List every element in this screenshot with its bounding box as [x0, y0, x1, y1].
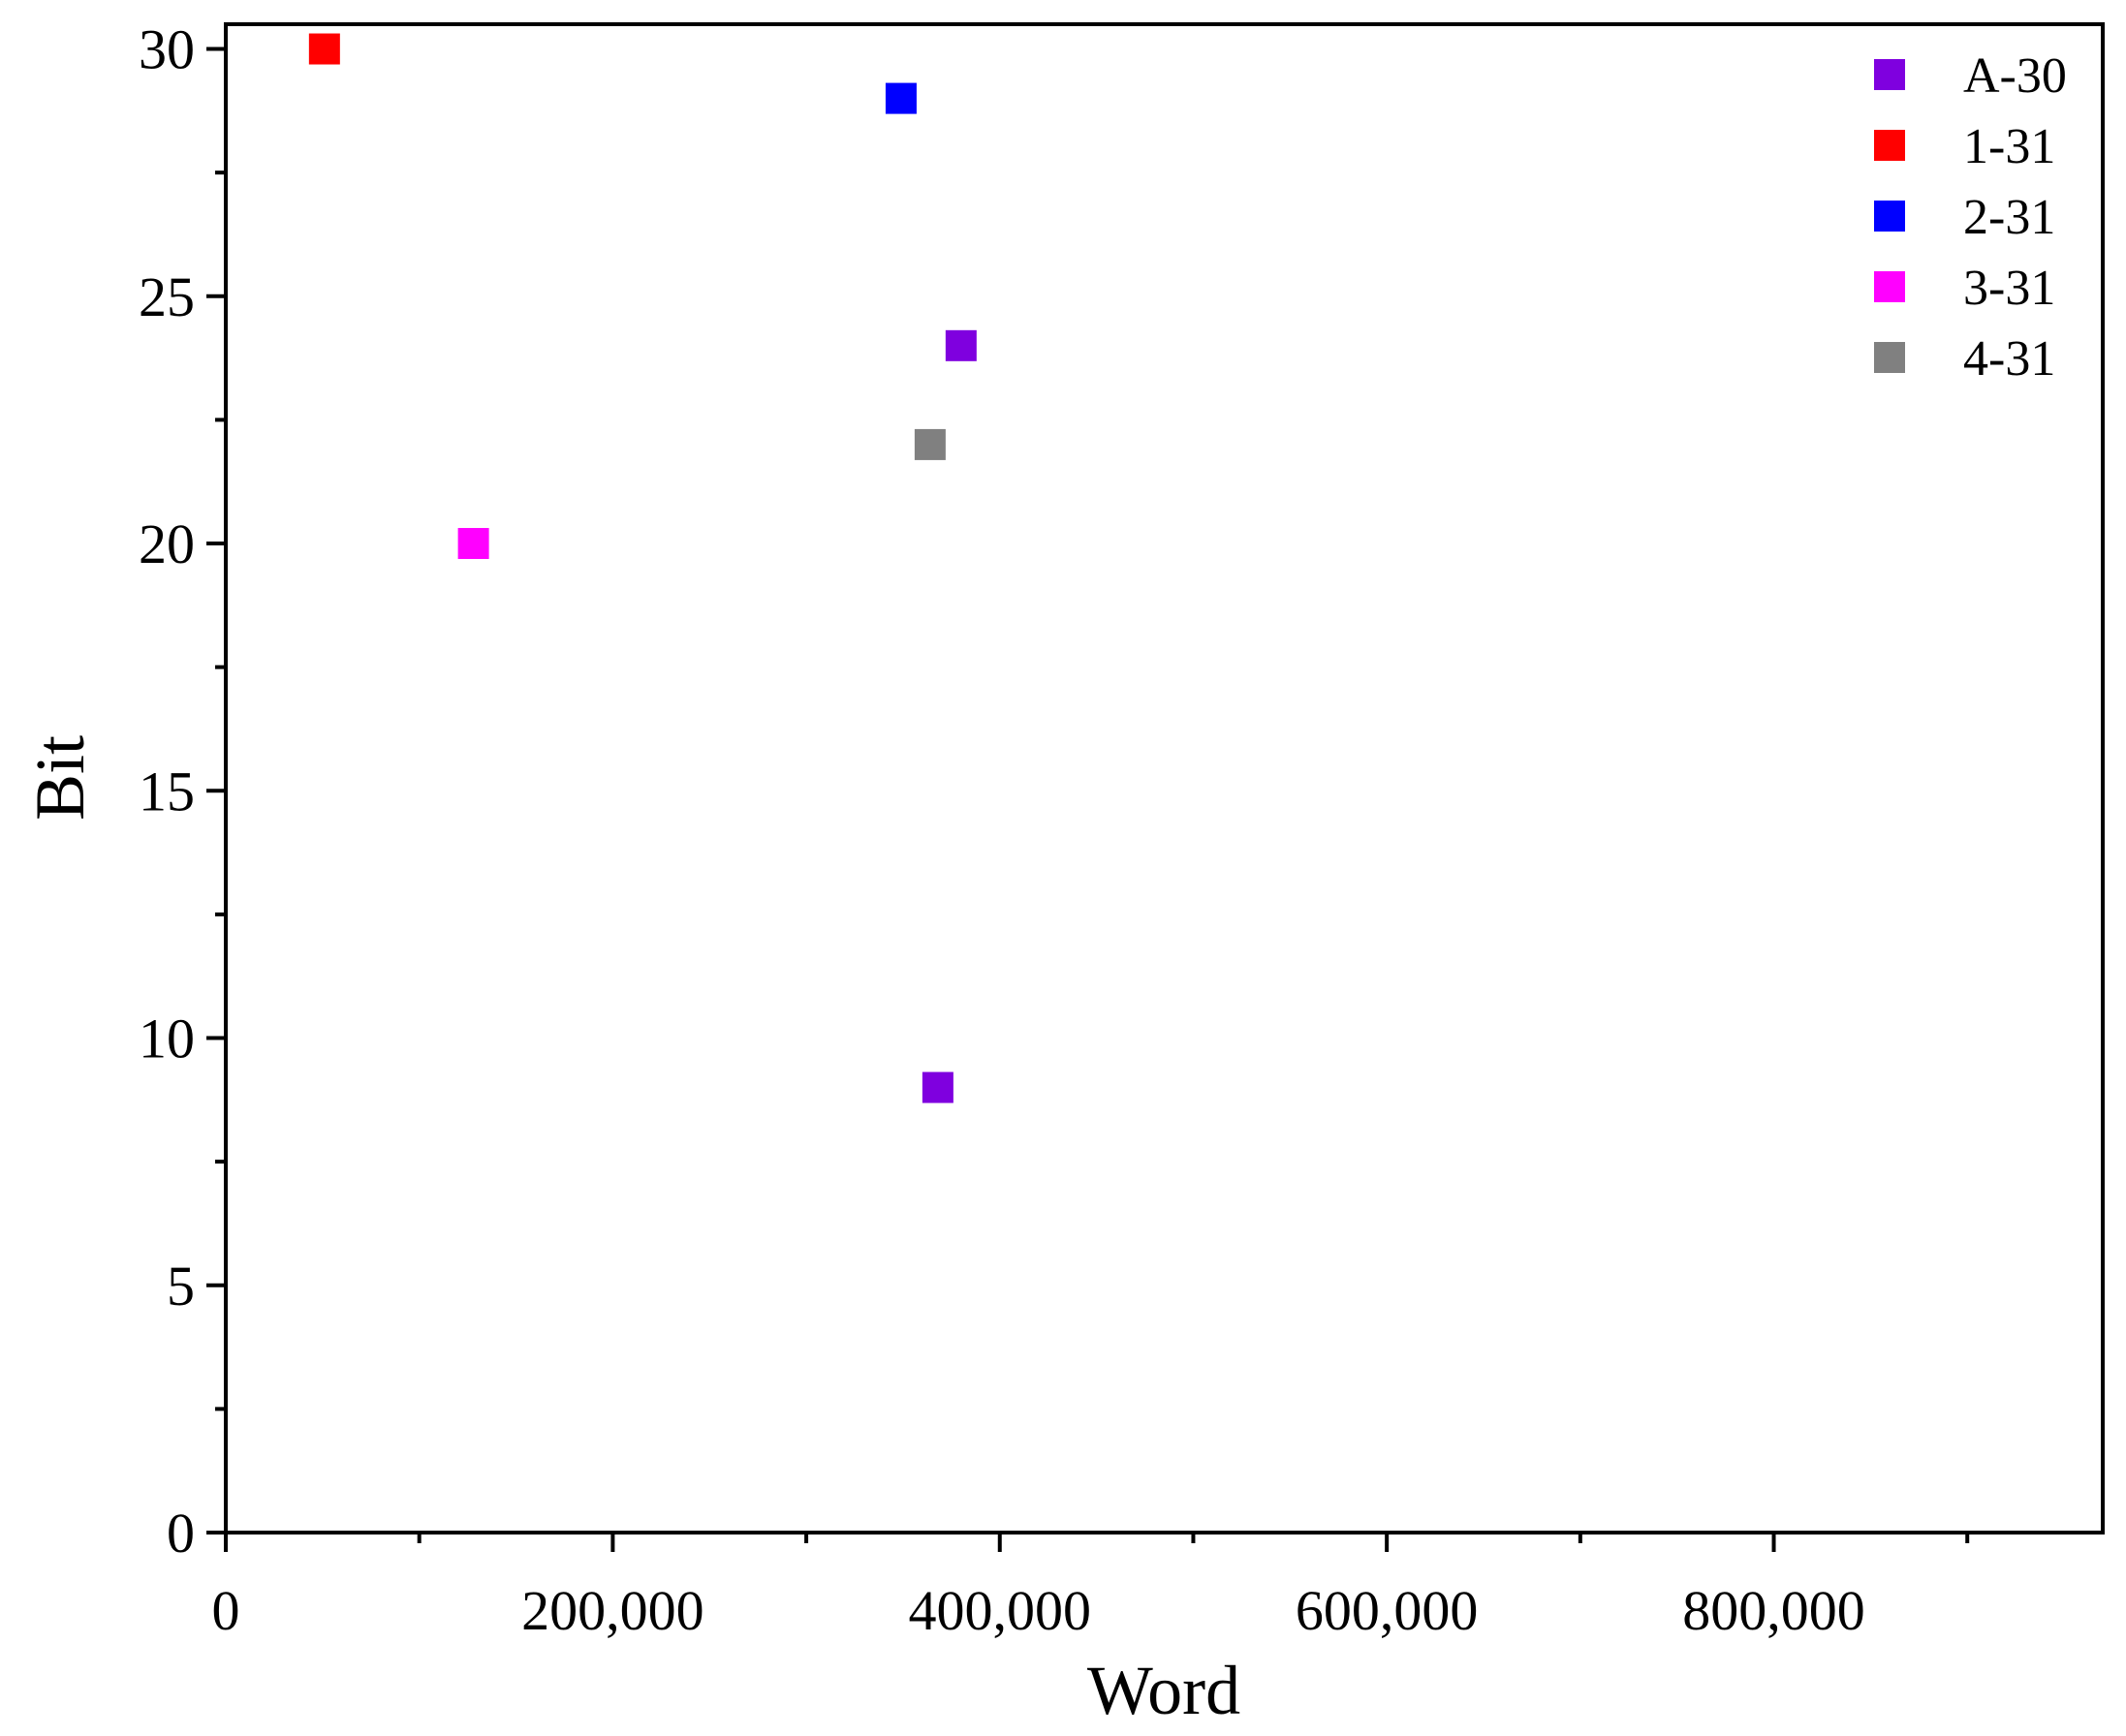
x-tick-label: 600,000	[1296, 1579, 1479, 1642]
y-tick-label: 10	[139, 1008, 195, 1070]
y-tick-label: 15	[139, 760, 195, 822]
legend-swatch	[1874, 59, 1905, 90]
legend-label: 2-31	[1963, 190, 2055, 245]
x-axis: 0 200,000 400,000 600,000 800,000	[212, 1533, 1970, 1642]
y-tick-label: 30	[139, 18, 195, 81]
legend-swatch	[1874, 130, 1905, 161]
legend-swatch	[1874, 271, 1905, 302]
data-point-A-30	[945, 329, 977, 361]
legend-swatch	[1874, 201, 1905, 232]
y-tick-label: 5	[167, 1255, 195, 1318]
y-tick-label: 25	[139, 265, 195, 328]
data-points	[308, 33, 977, 1103]
legend: A-30 1-31 2-31 3-31 4-31	[1874, 48, 2067, 387]
data-point-2-31	[885, 82, 917, 114]
legend-label: 1-31	[1963, 119, 2055, 174]
data-point-4-31	[914, 428, 946, 460]
data-point-A-30	[922, 1071, 954, 1103]
x-tick-label: 200,000	[521, 1579, 704, 1642]
y-axis: 0 5 10 15 20 25 30	[139, 18, 226, 1565]
legend-swatch	[1874, 342, 1905, 373]
plot-area-frame	[224, 22, 2105, 1534]
legend-label: 3-31	[1963, 261, 2055, 316]
legend-label: 4-31	[1963, 331, 2055, 387]
data-point-3-31	[457, 528, 489, 560]
data-point-1-31	[308, 33, 340, 65]
legend-label: A-30	[1963, 48, 2067, 104]
y-tick-label: 0	[167, 1502, 195, 1565]
y-axis-title: Bit	[21, 735, 99, 821]
x-tick-label: 0	[212, 1579, 240, 1642]
x-axis-title: Word	[1087, 1652, 1240, 1729]
x-tick-label: 400,000	[909, 1579, 1092, 1642]
x-tick-label: 800,000	[1682, 1579, 1865, 1642]
y-tick-label: 20	[139, 512, 195, 575]
